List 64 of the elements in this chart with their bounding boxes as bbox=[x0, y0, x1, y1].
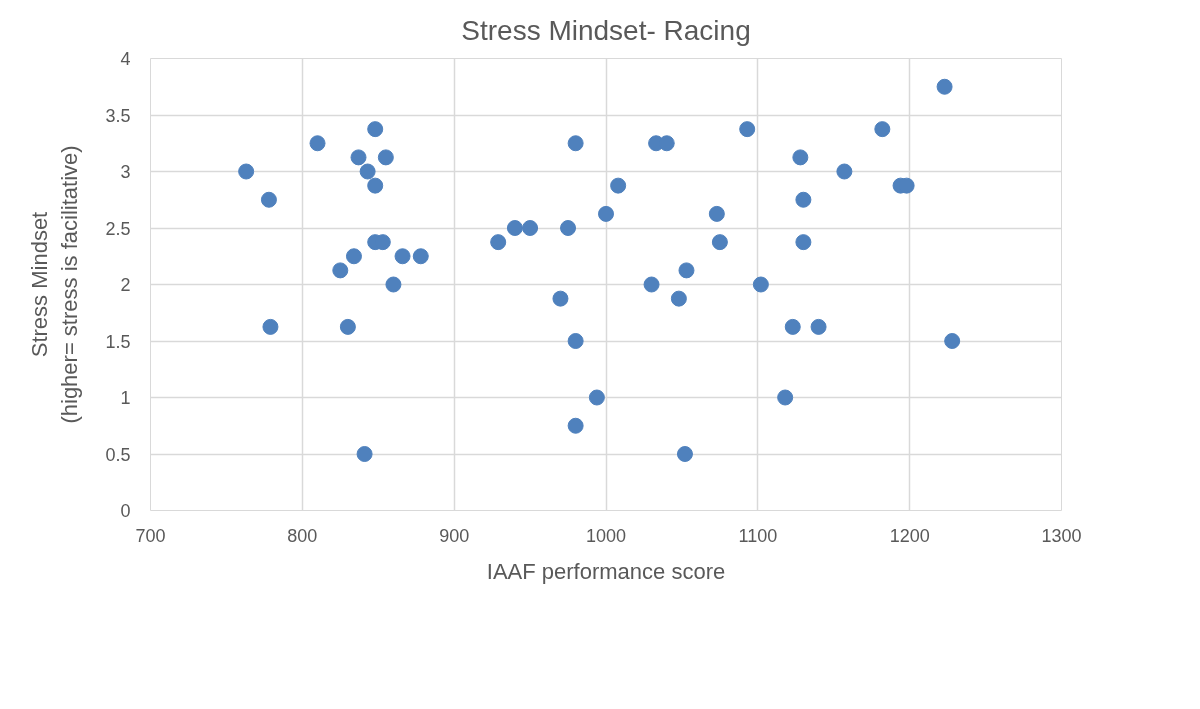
x-tick-label: 1200 bbox=[889, 525, 930, 546]
point bbox=[262, 318, 279, 335]
x-axis-title: IAAF performance score bbox=[486, 558, 726, 584]
point bbox=[356, 446, 373, 462]
point bbox=[394, 248, 411, 265]
point bbox=[795, 191, 812, 208]
point bbox=[610, 177, 627, 194]
point bbox=[345, 248, 362, 265]
point bbox=[412, 248, 429, 265]
point bbox=[567, 135, 584, 152]
y-tick-label: 2 bbox=[120, 275, 131, 295]
point bbox=[711, 234, 728, 251]
x-tick-label: 1100 bbox=[738, 525, 778, 546]
point bbox=[309, 135, 326, 152]
point bbox=[784, 318, 801, 335]
point bbox=[676, 446, 693, 462]
y-tick-label: 3 bbox=[120, 162, 131, 182]
y-tick-label: 1.5 bbox=[105, 331, 131, 352]
point bbox=[339, 318, 356, 335]
x-tick-label: 700 bbox=[135, 525, 166, 546]
point bbox=[708, 205, 725, 222]
point bbox=[385, 276, 402, 293]
point bbox=[260, 191, 277, 208]
point bbox=[238, 163, 255, 180]
y-tick-label: 1 bbox=[120, 388, 131, 408]
point bbox=[552, 290, 569, 307]
point bbox=[560, 220, 577, 236]
x-tick-label: 800 bbox=[287, 525, 318, 546]
point bbox=[777, 389, 794, 406]
chart-title: Stress Mindset- Racing bbox=[461, 15, 751, 46]
point bbox=[874, 121, 891, 138]
y-tick-label: 0 bbox=[120, 501, 131, 521]
point bbox=[567, 333, 584, 349]
x-tick-label: 1300 bbox=[1041, 525, 1082, 546]
point bbox=[506, 220, 523, 236]
point bbox=[643, 276, 660, 293]
point bbox=[739, 121, 756, 138]
x-tick-label: 900 bbox=[439, 525, 470, 546]
point bbox=[367, 177, 384, 194]
point bbox=[810, 318, 827, 335]
y-tick-label: 4 bbox=[120, 49, 131, 69]
point bbox=[522, 220, 539, 236]
point bbox=[490, 234, 507, 251]
point bbox=[332, 262, 349, 279]
point bbox=[350, 149, 367, 166]
point bbox=[792, 149, 809, 166]
y-tick-label: 2.5 bbox=[105, 218, 131, 239]
point bbox=[588, 389, 605, 406]
point bbox=[936, 78, 953, 95]
point bbox=[567, 417, 584, 434]
point bbox=[377, 149, 394, 166]
point bbox=[359, 163, 376, 180]
point bbox=[678, 262, 695, 279]
point bbox=[752, 276, 769, 293]
point bbox=[598, 205, 614, 222]
point bbox=[795, 234, 812, 251]
y-tick-label: 3.5 bbox=[105, 105, 131, 126]
point bbox=[944, 333, 961, 349]
y-axis-title: Stress Mindset (higher= stress is facilitative) bbox=[27, 145, 83, 424]
point bbox=[670, 290, 687, 307]
x-tick-label: 1000 bbox=[585, 525, 627, 546]
point bbox=[836, 163, 853, 180]
y-tick-label: 0.5 bbox=[105, 444, 131, 465]
point bbox=[367, 121, 384, 138]
